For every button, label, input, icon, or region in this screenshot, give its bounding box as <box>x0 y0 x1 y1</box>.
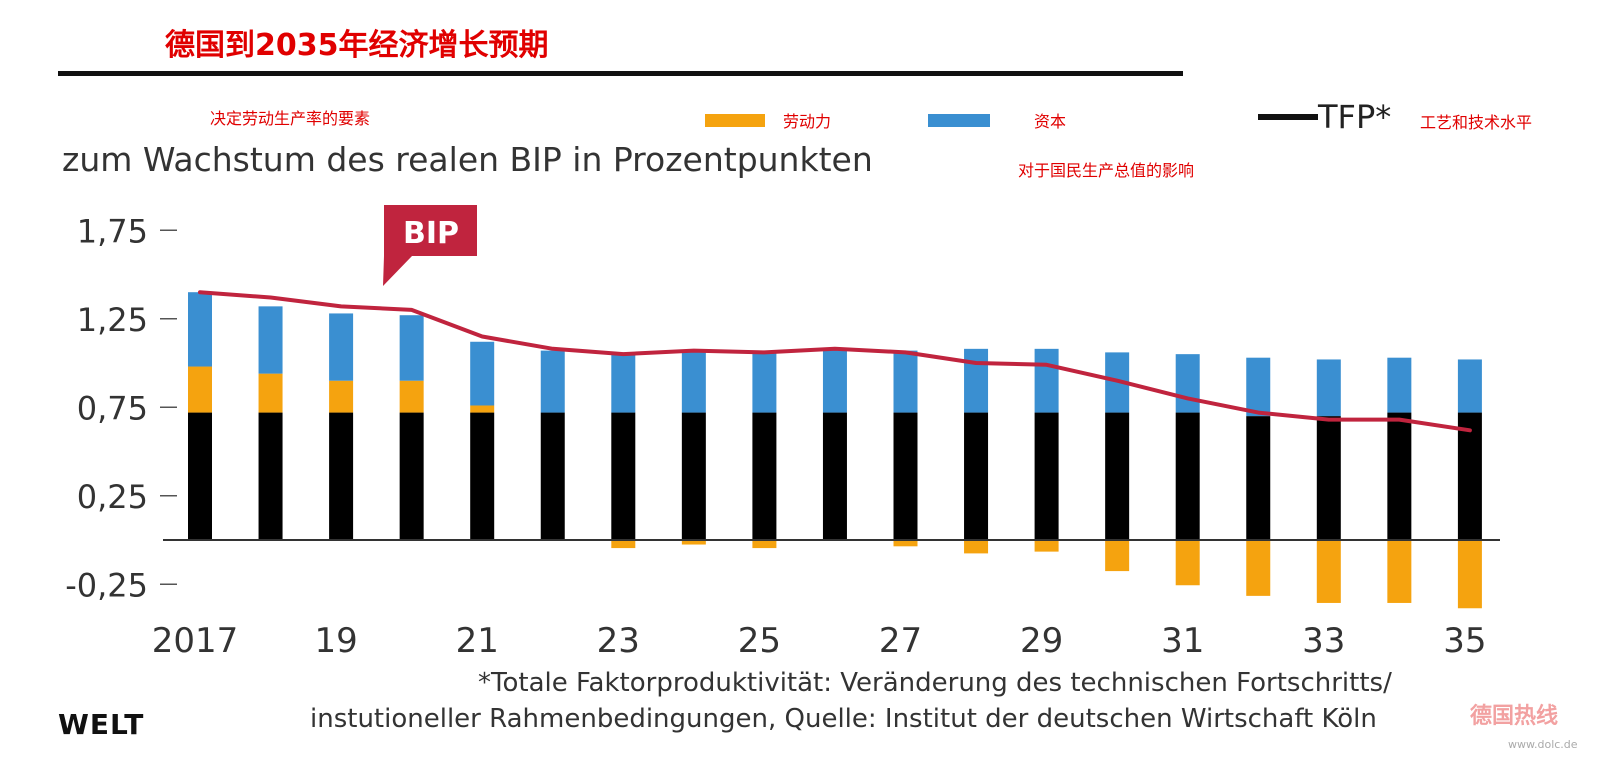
bar-capital <box>188 292 212 367</box>
footnote-line-2: instutioneller Rahmenbedingungen, Quelle… <box>310 704 1377 734</box>
bar-tfp <box>540 412 565 540</box>
x-tick-label: 31 <box>1161 621 1204 661</box>
bar-capital <box>1175 354 1200 413</box>
y-tick-label: -0,25 <box>65 566 148 604</box>
bar-labor <box>1175 541 1200 586</box>
bar-labor <box>1105 541 1130 572</box>
x-tick-label: 35 <box>1443 621 1486 661</box>
x-tick-label: 25 <box>738 621 781 661</box>
bar-capital <box>399 315 424 381</box>
bar-tfp <box>611 412 636 540</box>
bar-labor <box>188 366 212 413</box>
bar-labor <box>1457 541 1482 609</box>
bar-tfp <box>1316 416 1341 540</box>
legend-tfp-swatch <box>1258 114 1318 120</box>
bar-capital <box>258 306 283 374</box>
footnote-line-1: *Totale Faktorproduktivität: Veränderung… <box>478 668 1392 698</box>
bar-tfp <box>258 412 283 540</box>
bar-capital <box>1316 359 1341 417</box>
chart-subtitle: zum Wachstum des realen BIP in Prozentpu… <box>62 140 873 179</box>
bar-capital <box>329 313 354 381</box>
bar-labor <box>752 541 777 549</box>
bar-capital <box>470 341 495 406</box>
bar-labor <box>329 380 354 413</box>
x-tick-label: 19 <box>314 621 357 661</box>
bar-labor <box>681 541 706 545</box>
x-tick-label: 29 <box>1020 621 1063 661</box>
legend-capital-swatch <box>928 113 990 127</box>
bar-capital <box>893 350 918 413</box>
bar-capital <box>611 352 636 413</box>
bar-tfp <box>752 412 777 540</box>
bar-tfp <box>1034 412 1059 540</box>
x-tick-label: 2017 <box>152 621 239 661</box>
y-tick-label: 1,25 <box>77 301 148 339</box>
bar-tfp <box>1246 416 1271 540</box>
bar-capital <box>752 352 777 413</box>
y-tick-label: 0,25 <box>77 478 148 516</box>
x-axis: 2017 19 21 23 25 27 29 31 33 35 <box>152 621 1487 661</box>
legend-labor-label: 劳动力 <box>783 112 832 131</box>
bar-tfp <box>329 412 354 540</box>
welt-logo: WELT <box>58 708 145 741</box>
y-tick-label: 1,75 <box>77 212 148 250</box>
tech-annotation: 工艺和技术水平 <box>1420 113 1533 132</box>
bar-tfp <box>822 412 847 540</box>
x-tick-label: 33 <box>1302 621 1345 661</box>
watermark-url: www.dolc.de <box>1508 738 1578 751</box>
bar-tfp <box>893 412 918 540</box>
x-tick-label: 27 <box>879 621 922 661</box>
bar-labor <box>1387 541 1412 603</box>
bar-tfp <box>188 412 212 540</box>
bar-capital <box>964 348 989 413</box>
legend-tfp-label: TFP* <box>1318 98 1392 136</box>
bar-labor <box>964 541 989 554</box>
bar-labor <box>893 541 918 547</box>
chart-title: 德国到2035年经济增长预期 <box>165 28 549 63</box>
bar-labor <box>1034 541 1059 552</box>
bar-capital <box>1457 359 1482 413</box>
bar-labor <box>1316 541 1341 603</box>
bip-callout: BIP <box>383 205 477 286</box>
legend-tfp: TFP* <box>1258 98 1391 136</box>
bars <box>188 292 1482 609</box>
bar-labor <box>1246 541 1271 596</box>
bip-callout-label: BIP <box>403 216 459 251</box>
bar-labor <box>258 373 283 413</box>
bip-callout-shape <box>383 205 477 286</box>
bar-tfp <box>1387 412 1412 540</box>
bar-capital <box>822 348 847 413</box>
bar-tfp <box>1105 412 1130 540</box>
bip-line <box>198 290 1472 433</box>
title-rule <box>58 71 1183 76</box>
legend-capital-label: 资本 <box>1034 112 1067 131</box>
legend-labor: 劳动力 <box>705 108 831 132</box>
legend-capital: 资本 <box>928 108 1066 132</box>
y-axis: 1,75 1,25 0,75 0,25 -0,25 <box>65 212 177 604</box>
factors-annotation: 决定劳动生产率的要素 <box>210 109 371 128</box>
bar-tfp <box>964 412 989 540</box>
bar-capital <box>1387 357 1412 413</box>
bar-labor <box>611 541 636 549</box>
bar-tfp <box>1175 412 1200 540</box>
bar-capital <box>540 350 565 413</box>
x-tick-label: 23 <box>597 621 640 661</box>
bar-capital <box>681 350 706 413</box>
bar-capital <box>1246 357 1271 417</box>
bar-labor <box>399 380 424 413</box>
bar-capital <box>1034 348 1059 413</box>
bar-labor <box>470 405 495 413</box>
bar-tfp <box>681 412 706 540</box>
effect-annotation: 对于国民生产总值的影响 <box>1018 161 1195 180</box>
y-tick-label: 0,75 <box>77 389 148 427</box>
bar-tfp <box>470 412 495 540</box>
bar-tfp <box>1457 412 1482 540</box>
legend-labor-swatch <box>705 113 765 127</box>
watermark: 德国热线 <box>1470 704 1559 729</box>
bar-tfp <box>399 412 424 540</box>
x-tick-label: 21 <box>456 621 499 661</box>
